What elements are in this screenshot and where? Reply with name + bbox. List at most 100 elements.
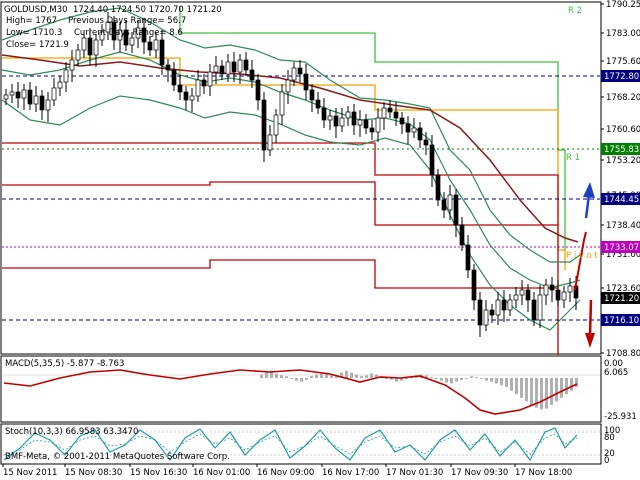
candle-body (345, 111, 351, 119)
macd-bar (450, 378, 453, 384)
macd-bar (375, 374, 378, 378)
candle-body (459, 224, 465, 246)
macd-bar (365, 375, 368, 378)
macd-bar (445, 378, 448, 383)
macd-bar (345, 370, 348, 378)
candle-body (15, 91, 21, 99)
price-tick-label: 1731.00 (606, 250, 640, 260)
close-line: Close= 1721.9 (6, 40, 69, 50)
macd-label: MACD(5,35,5) -5.877 -8.763 (5, 359, 124, 369)
candle-body (291, 67, 297, 81)
price-tick-label: 1753.20 (606, 156, 640, 166)
candle-body (399, 117, 405, 125)
level-label-pivot: P i v o t (566, 251, 599, 261)
candle-body (171, 69, 177, 86)
arrow-up-shaft (584, 194, 591, 219)
current-range-line: Current Days Range= 8.6 (74, 28, 183, 38)
candle-body (99, 31, 105, 41)
candle-body (255, 79, 261, 101)
macd-bar (540, 378, 543, 410)
price-marker-label: 1755.83 (604, 145, 639, 155)
candle-body (111, 21, 117, 41)
macd-bar (425, 375, 428, 378)
arrow-pivot-curve (574, 231, 587, 291)
candle-body (201, 79, 207, 87)
time-tick-label: 15 Nov 2011 (3, 468, 57, 478)
candle-body (51, 87, 57, 101)
price-marker-label: 1721.20 (604, 294, 639, 304)
candle-body (549, 284, 555, 291)
macd-bar (500, 378, 503, 386)
macd-bar (350, 372, 353, 378)
arrow-down-icon (585, 333, 595, 348)
candle-body (135, 27, 141, 39)
candle-body (333, 115, 339, 127)
macd-bar (405, 378, 408, 379)
time-tick-label: 15 Nov 08:30 (65, 468, 122, 478)
candle-body (519, 289, 525, 296)
macd-bar (515, 378, 518, 395)
macd-bar (520, 378, 523, 398)
level-red-s1 (2, 181, 558, 226)
macd-bar (455, 378, 458, 382)
candle-body (555, 289, 561, 301)
macd-bar (290, 378, 293, 379)
time-tick-label: 17 Nov 09:30 (451, 468, 508, 478)
price-marker-label: 1733.07 (604, 243, 639, 253)
candle-body (21, 89, 27, 99)
candle-body (279, 91, 285, 116)
price-marker-label: 1716.10 (604, 316, 639, 326)
price-tick-label: 1760.60 (606, 125, 640, 135)
candle-body (357, 119, 363, 126)
macd-bar (525, 378, 528, 402)
macd-bar (355, 374, 358, 378)
candle-body (531, 299, 537, 321)
price-axis: 1790.25 1783.00 1775.60 1768.20 1760.60 1753.… (601, 0, 640, 359)
level-red-pivot (2, 142, 559, 355)
macd-bar (545, 378, 548, 409)
candle-body (9, 91, 15, 96)
candle-body (177, 84, 183, 93)
candle-body (141, 27, 147, 43)
macd-bar (390, 378, 393, 380)
candle-body (393, 111, 399, 119)
candle-body (231, 61, 237, 73)
candle-body (423, 139, 429, 146)
macd-bar (335, 375, 338, 378)
candle-body (123, 29, 129, 46)
candle-body (489, 309, 495, 316)
time-tick-label: 15 Nov 16:30 (130, 468, 187, 478)
macd-bar (385, 378, 388, 379)
candle-body (567, 285, 573, 293)
candle-body (267, 134, 273, 151)
level-orange-r1 (2, 57, 566, 270)
time-tick-label: 16 Nov 17:00 (322, 468, 379, 478)
candle-body (285, 79, 291, 93)
candle-body (243, 59, 249, 71)
candle-body (33, 95, 39, 105)
macd-tick-mid: 6.065 (604, 368, 628, 378)
macd-bar (485, 378, 488, 381)
candle-body (501, 299, 507, 311)
symbol-line: GOLDUSD,M30 1724.40 1724.50 1720.70 1721… (4, 5, 222, 15)
price-marker-box (601, 292, 640, 304)
stoch-label: Stoch(10,3,3) 66.9583 63.3470 (5, 427, 138, 437)
candle-body (429, 144, 435, 176)
macd-bar (270, 370, 273, 378)
candle-body (27, 89, 33, 105)
macd-bar (280, 375, 283, 378)
macd-bar (295, 378, 298, 381)
time-tick-label: 16 Nov 09:00 (257, 468, 314, 478)
candle-body (225, 61, 231, 75)
price-marker-box (601, 70, 640, 82)
macd-bar (475, 377, 478, 379)
macd-bar (495, 378, 498, 384)
candle-body (93, 39, 99, 56)
macd-bar (300, 378, 303, 382)
candle-body (57, 81, 63, 89)
macd-bar (395, 378, 398, 382)
macd-bar (430, 377, 433, 379)
low-line: Low= 1710.3 (6, 28, 63, 38)
candle-body (525, 289, 531, 301)
